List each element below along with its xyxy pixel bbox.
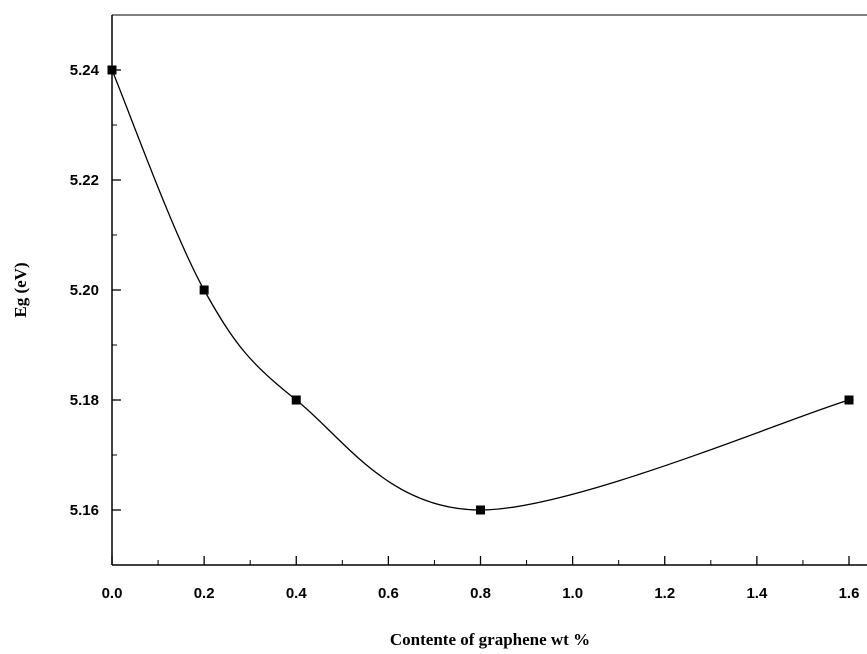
data-point [844,395,854,405]
x-axis-title: Contente of graphene wt % [390,630,590,649]
x-tick-label: 1.4 [746,585,768,602]
x-tick-label: 0.8 [470,585,491,602]
y-tick-label: 5.20 [70,282,99,299]
y-axis-title: Eg (eV) [11,262,30,317]
x-tick-label: 1.0 [562,585,583,602]
x-tick-label: 0.6 [378,585,399,602]
x-tick-label: 0.4 [286,585,308,602]
data-point [107,65,117,75]
data-point [291,395,301,405]
y-tick-label: 5.22 [70,172,99,189]
y-tick-label: 5.18 [70,392,99,409]
x-ticks: 0.0 0.2 0.4 0.6 0.8 1.0 1.2 1.4 1.6 [102,556,860,602]
data-points [107,65,854,515]
x-tick-label: 0.0 [102,585,123,602]
x-tick-label: 1.6 [839,585,860,602]
y-tick-label: 5.16 [70,502,99,519]
data-point [476,505,485,515]
fit-curve [111,69,850,511]
x-tick-label: 0.2 [194,585,215,602]
y-tick-label: 5.24 [70,62,100,79]
data-point [199,285,209,295]
plot-frame [111,14,867,566]
x-tick-label: 1.2 [654,585,675,602]
y-ticks: 5.16 5.18 5.20 5.22 5.24 [70,14,121,566]
